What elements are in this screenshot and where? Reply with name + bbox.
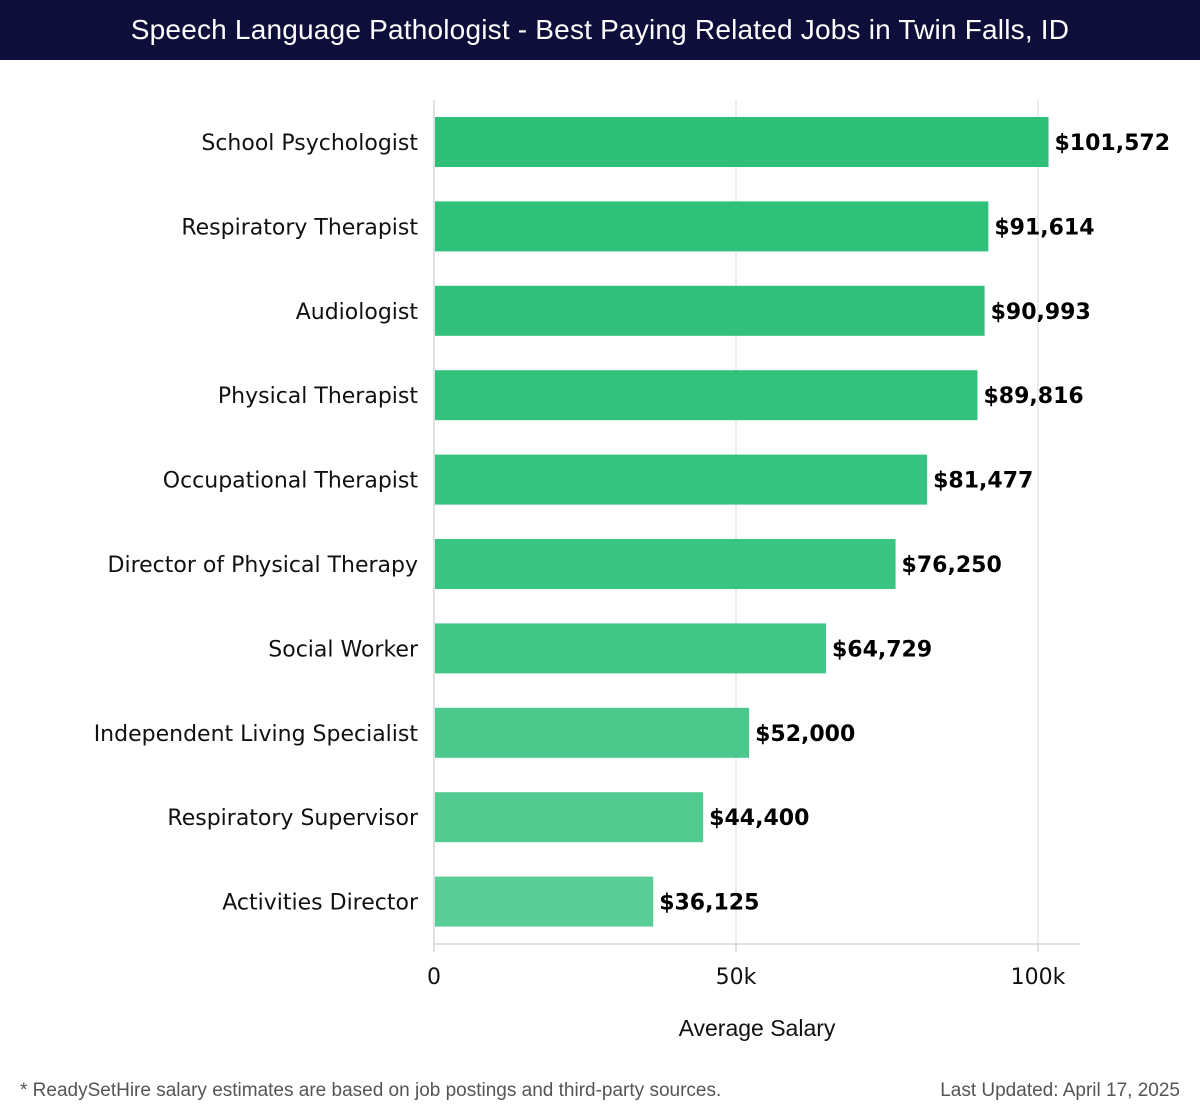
title-bar: Speech Language Pathologist - Best Payin… [0,0,1200,60]
value-label: $89,816 [983,384,1083,409]
category-label: Audiologist [296,300,419,325]
x-tick-label: 0 [427,965,441,990]
value-label: $52,000 [755,722,855,747]
category-label: Independent Living Specialist [94,722,419,747]
category-label: Respiratory Therapist [181,215,418,240]
category-label: Activities Director [222,891,419,916]
category-label: School Psychologist [201,131,418,156]
category-label: Director of Physical Therapy [108,553,418,578]
bar [435,370,978,421]
category-label: Occupational Therapist [163,469,419,494]
x-tick-label: 50k [716,965,757,990]
category-label: Social Worker [268,637,419,662]
footer-note: * ReadySetHire salary estimates are base… [20,1080,722,1101]
chart-title: Speech Language Pathologist - Best Payin… [130,14,1070,45]
value-label: $44,400 [709,806,809,831]
category-label: Respiratory Supervisor [167,806,419,831]
bar [435,876,654,927]
value-label: $64,729 [832,637,932,662]
value-label: $91,614 [994,215,1094,240]
value-label: $81,477 [933,469,1033,494]
bar [435,539,896,589]
bar [435,454,928,505]
value-label: $76,250 [902,553,1002,578]
bar [435,623,826,674]
value-label: $90,993 [991,300,1091,325]
bar [435,707,750,758]
bar [435,201,989,252]
footer-updated: Last Updated: April 17, 2025 [940,1080,1180,1101]
x-tick-label: 100k [1011,965,1066,990]
bar [435,117,1049,167]
x-axis-title: Average Salary [679,1015,836,1041]
bar [435,285,985,336]
value-label: $101,572 [1054,131,1170,156]
category-label: Physical Therapist [218,384,418,409]
value-label: $36,125 [659,891,759,916]
bar [435,792,704,843]
